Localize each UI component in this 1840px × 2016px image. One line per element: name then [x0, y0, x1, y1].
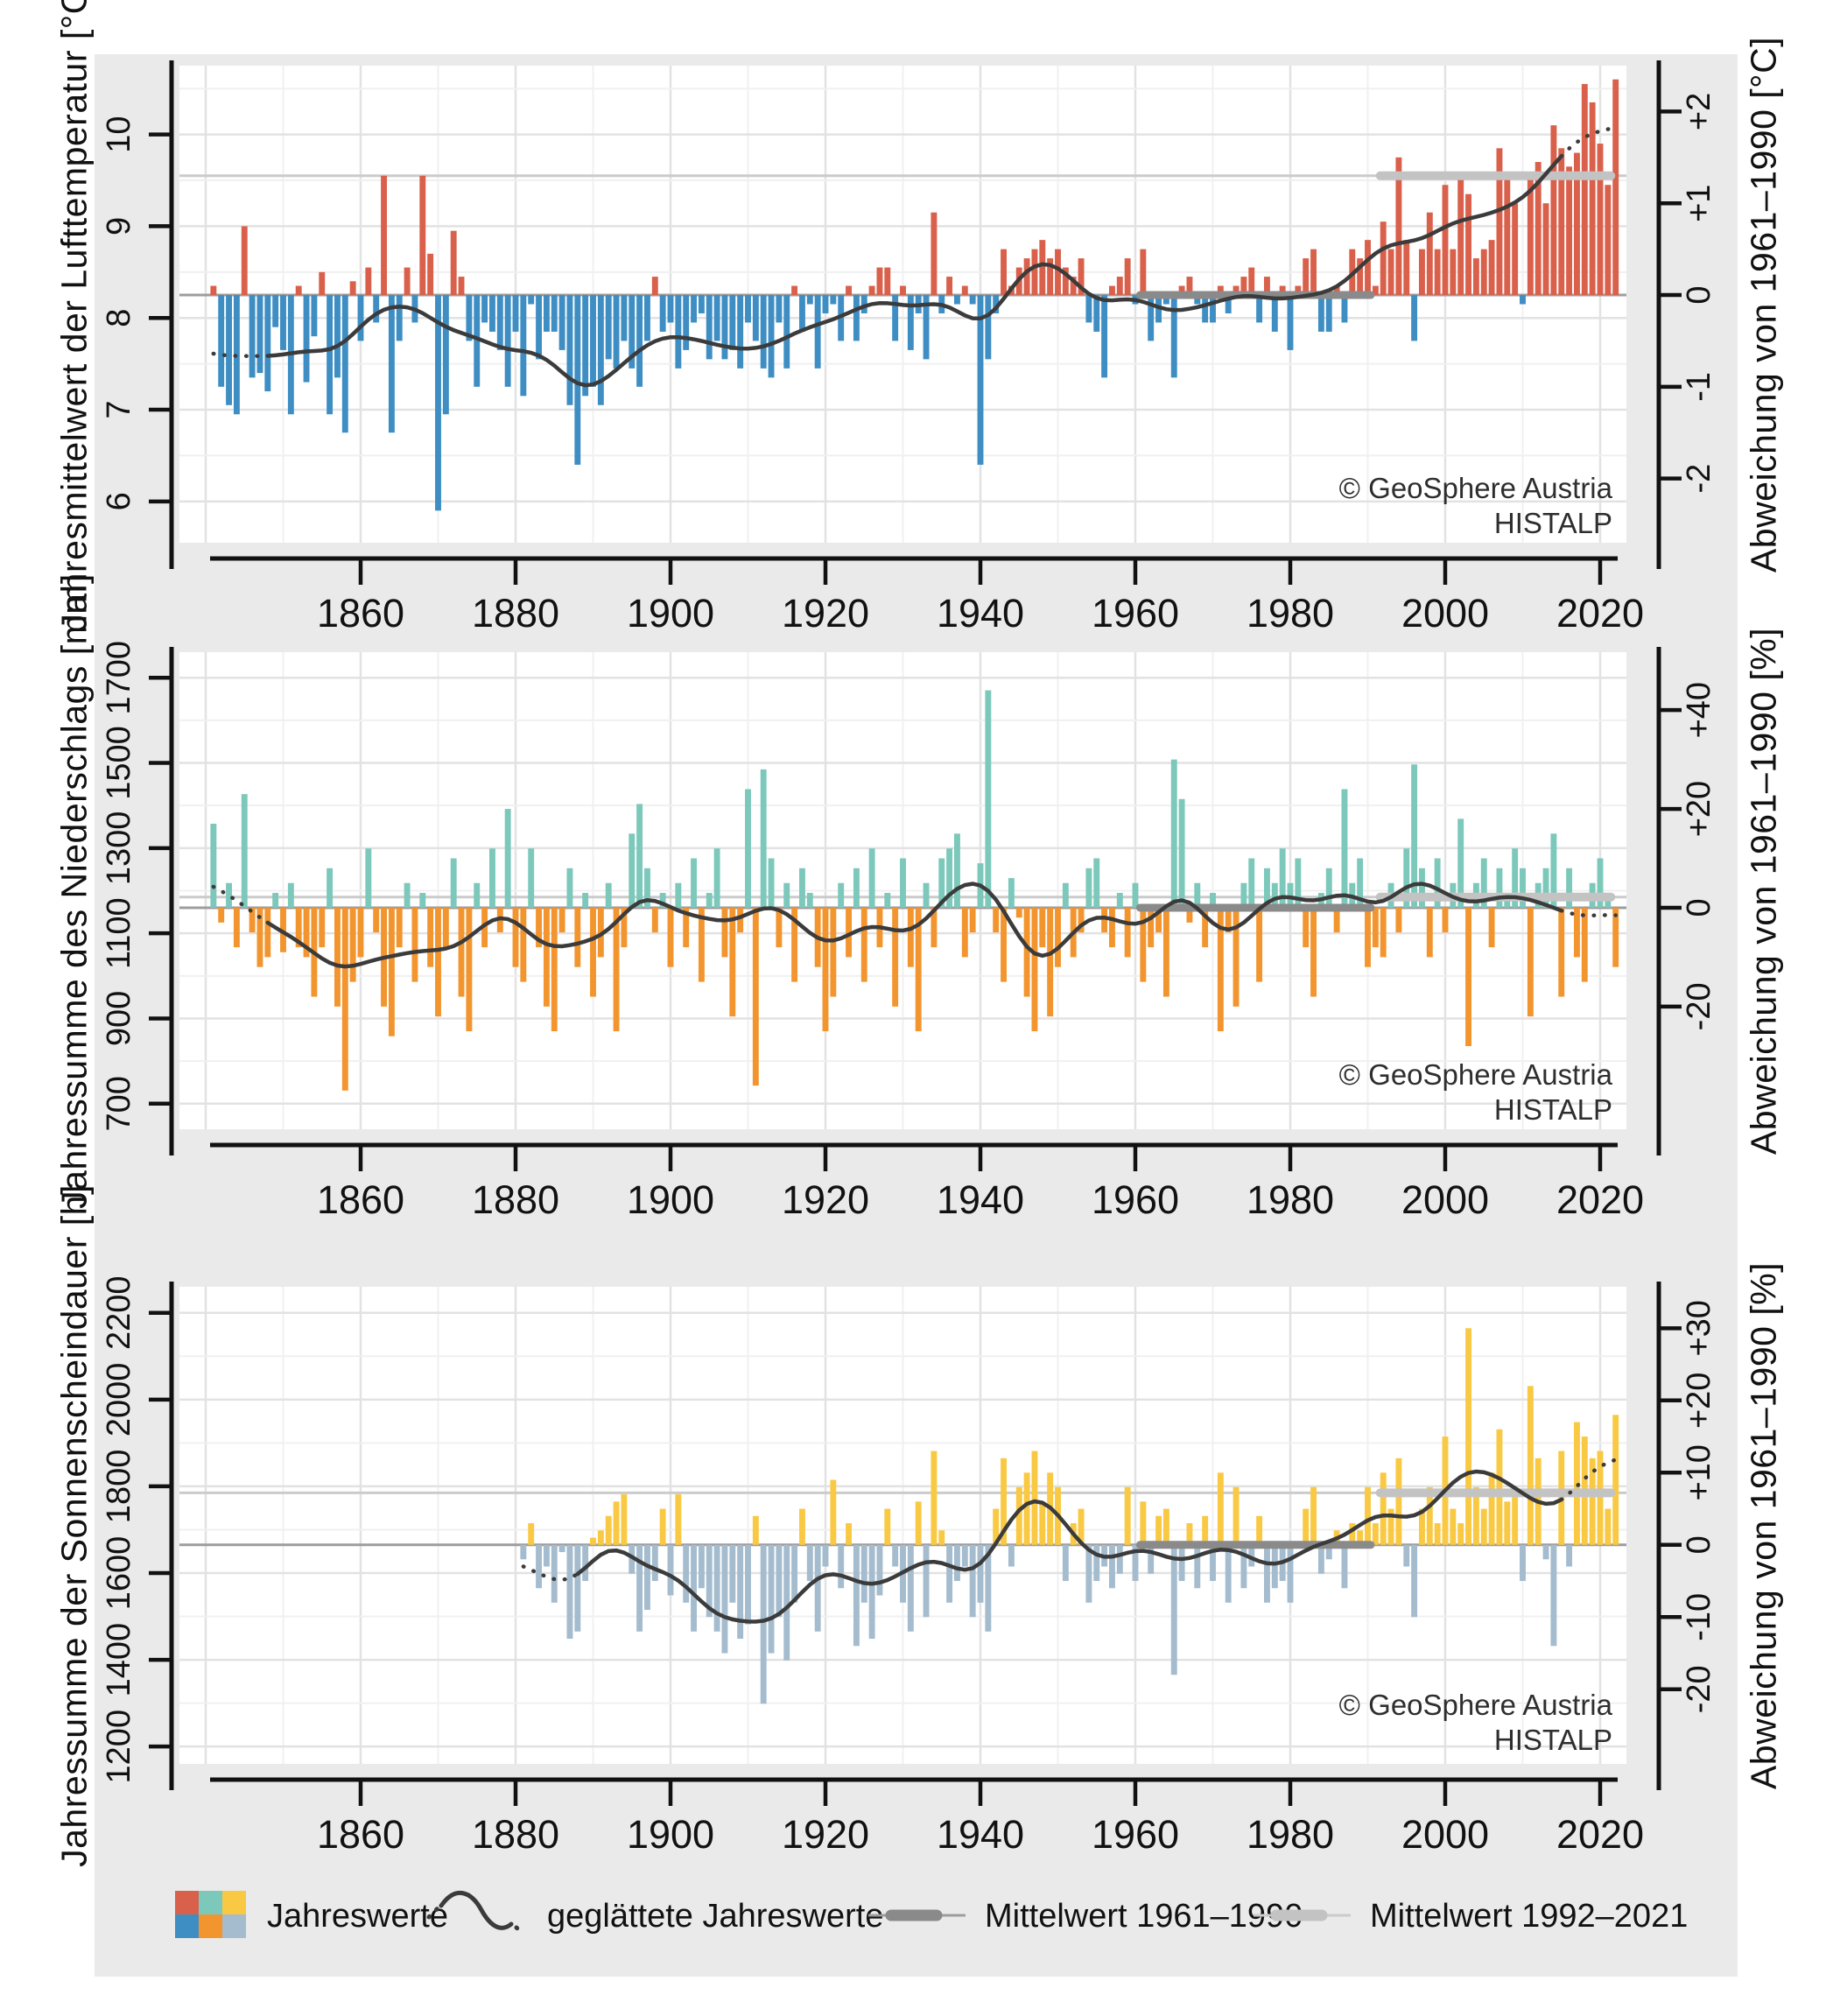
legend-annual-swatches-icon — [175, 1891, 246, 1938]
svg-text:1980: 1980 — [1247, 1177, 1334, 1222]
svg-text:+1: +1 — [1681, 185, 1717, 222]
svg-text:1960: 1960 — [1092, 1177, 1179, 1222]
svg-text:2020: 2020 — [1556, 1177, 1644, 1222]
sunshine-panel: 1200 1400 1600 1800 2000 2200 -20 -10 0 +10 +20 +30… — [101, 1275, 1717, 1857]
credit-line-1: © GeoSphere Austria — [1338, 1058, 1612, 1091]
svg-text:1940: 1940 — [937, 1177, 1024, 1222]
svg-text:1920: 1920 — [782, 591, 869, 636]
svg-text:1700: 1700 — [101, 641, 137, 715]
svg-text:10: 10 — [101, 116, 137, 152]
sunshine-smoothed-line — [575, 1469, 1564, 1624]
svg-text:1400: 1400 — [101, 1623, 137, 1697]
svg-text:1920: 1920 — [782, 1177, 869, 1222]
svg-text:1980: 1980 — [1247, 1812, 1334, 1857]
svg-text:1900: 1900 — [627, 1177, 714, 1222]
svg-text:1940: 1940 — [937, 1812, 1024, 1857]
svg-text:700: 700 — [101, 1076, 137, 1131]
credit-precipitation: © GeoSphere Austria HISTALP — [1339, 1057, 1612, 1127]
svg-text:+20: +20 — [1681, 1373, 1717, 1429]
svg-text:6: 6 — [101, 492, 137, 510]
credit-line-1: © GeoSphere Austria — [1338, 472, 1612, 504]
credit-temperature: © GeoSphere Austria HISTALP — [1339, 471, 1612, 541]
legend-annual-label: Jahreswerte — [267, 1898, 448, 1935]
credit-line-2: HISTALP — [1493, 1093, 1612, 1126]
legend-smoothed-curve-icon — [426, 1890, 524, 1935]
svg-text:1880: 1880 — [472, 1812, 559, 1857]
svg-text:+2: +2 — [1681, 93, 1717, 130]
temperature-bars — [210, 79, 1619, 511]
precipitation-bars — [210, 690, 1619, 1091]
svg-text:+10: +10 — [1681, 1444, 1717, 1500]
credit-sunshine: © GeoSphere Austria HISTALP — [1339, 1688, 1612, 1758]
svg-text:2200: 2200 — [101, 1275, 137, 1350]
credit-line-2: HISTALP — [1493, 1724, 1612, 1756]
svg-text:2020: 2020 — [1556, 591, 1644, 636]
svg-text:1860: 1860 — [317, 1177, 404, 1222]
precipitation-smoothed-line — [265, 882, 1564, 969]
svg-text:1880: 1880 — [472, 591, 559, 636]
svg-text:+40: +40 — [1681, 682, 1717, 738]
svg-text:1920: 1920 — [782, 1812, 869, 1857]
svg-text:1980: 1980 — [1247, 591, 1334, 636]
svg-text:2020: 2020 — [1556, 1812, 1644, 1857]
temperature-panel: 6 7 8 9 10 -2 -1 0 +1 +2 1860 1880 1900 1920 1940 1960 1… — [101, 60, 1717, 636]
svg-text:2000: 2000 — [1401, 1812, 1489, 1857]
svg-text:1200: 1200 — [101, 1710, 137, 1784]
svg-text:0: 0 — [1681, 1535, 1717, 1554]
svg-text:1960: 1960 — [1092, 1812, 1179, 1857]
svg-text:2000: 2000 — [1401, 1177, 1489, 1222]
sunshine-right-axis-title: Abweichung von 1961–1990 [%] — [1743, 1261, 1784, 1790]
svg-text:0: 0 — [1681, 898, 1717, 917]
temperature-right-axis-title: Abweichung von 1961–1990 [°C] — [1743, 36, 1784, 573]
svg-text:1100: 1100 — [101, 897, 137, 969]
svg-text:1900: 1900 — [627, 1812, 714, 1857]
legend-mean6190-label: Mittelwert 1961–1990 — [985, 1898, 1303, 1935]
svg-text:1900: 1900 — [627, 591, 714, 636]
credit-line-1: © GeoSphere Austria — [1338, 1689, 1612, 1721]
legend-smoothed-label: geglättete Jahreswerte — [547, 1898, 884, 1935]
svg-text:900: 900 — [101, 991, 137, 1046]
svg-text:8: 8 — [101, 309, 137, 327]
svg-text:7: 7 — [101, 400, 137, 418]
legend-mean9221-icon — [1254, 1909, 1351, 1921]
svg-text:-20: -20 — [1681, 1665, 1717, 1713]
svg-text:-10: -10 — [1681, 1593, 1717, 1641]
legend-mean6190-icon — [868, 1909, 966, 1921]
legend-mean9221-label: Mittelwert 1992–2021 — [1370, 1898, 1689, 1935]
svg-text:0: 0 — [1681, 285, 1717, 304]
precipitation-right-axis-title: Abweichung von 1961–1990 [%] — [1743, 627, 1784, 1156]
svg-text:+20: +20 — [1681, 781, 1717, 837]
temperature-smoothed-line — [265, 154, 1564, 388]
svg-text:1600: 1600 — [101, 1536, 137, 1611]
svg-text:+30: +30 — [1681, 1300, 1717, 1356]
svg-text:-2: -2 — [1681, 464, 1717, 494]
svg-text:1940: 1940 — [937, 591, 1024, 636]
sunshine-bars — [520, 1328, 1619, 1704]
credit-line-2: HISTALP — [1493, 507, 1612, 539]
temperature-left-axis-title: Jahresmittelwert der Lufttemperatur [°C] — [53, 0, 95, 632]
svg-text:9: 9 — [101, 217, 137, 235]
svg-text:-1: -1 — [1681, 372, 1717, 402]
sunshine-left-axis-title: Jahressumme der Sonnenscheindauer [h] — [53, 1184, 95, 1867]
svg-text:-20: -20 — [1681, 982, 1717, 1030]
svg-text:2000: 2000 — [101, 1363, 137, 1437]
svg-text:2000: 2000 — [1401, 591, 1489, 636]
svg-text:1960: 1960 — [1092, 591, 1179, 636]
precipitation-left-axis-title: Jahressumme des Niederschlags [mm] — [53, 573, 95, 1209]
precipitation-panel: 700 900 1100 1300 1500 1700 -20 0 +20 +40 1860 1880… — [101, 641, 1717, 1222]
svg-text:1860: 1860 — [317, 591, 404, 636]
svg-text:1500: 1500 — [101, 726, 137, 800]
svg-text:1860: 1860 — [317, 1812, 404, 1857]
svg-text:1300: 1300 — [101, 811, 137, 886]
svg-text:1800: 1800 — [101, 1450, 137, 1524]
svg-text:1880: 1880 — [472, 1177, 559, 1222]
